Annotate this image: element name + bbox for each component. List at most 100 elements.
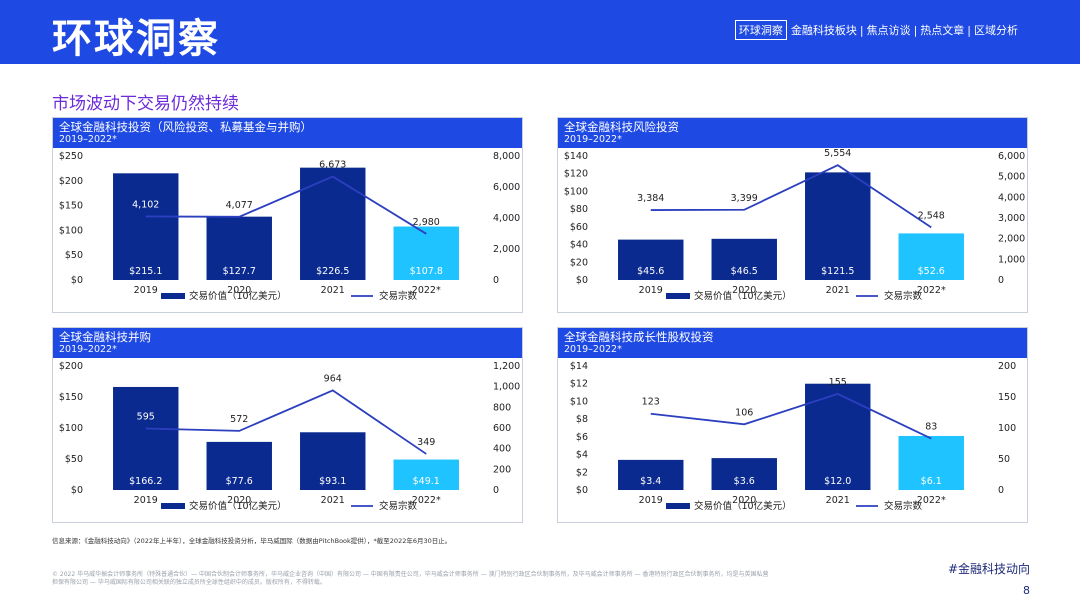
line-deal-count — [650, 164, 932, 229]
y2-tick-label: 6,000 — [493, 182, 520, 193]
bar-value-label: $77.6 — [226, 476, 253, 487]
legend-line-label: 交易宗数 — [884, 290, 923, 302]
bar-value-label: $6.1 — [921, 476, 942, 487]
line-point-label: 5,554 — [824, 148, 851, 159]
bar-value-label: $93.1 — [319, 476, 346, 487]
y2-tick-label: 0 — [998, 485, 1004, 496]
nav-item-fintech[interactable]: 金融科技板块 — [790, 24, 857, 37]
y2-tick-label: 4,000 — [998, 192, 1025, 203]
y2-tick-label: 1,200 — [493, 361, 520, 372]
x-tick-label: 2022* — [412, 495, 441, 506]
bar-value-label: $127.7 — [223, 266, 256, 277]
chart-panel-total-investment: 全球金融科技投资（风险投资、私募基金与并购） 2019–2022* $0 $50 $… — [52, 117, 523, 313]
line-point-label: 964 — [324, 373, 342, 384]
chart-header: 全球金融科技风险投资 2019–2022* — [558, 118, 1027, 148]
chart-panel-venture-capital: 全球金融科技风险投资 2019–2022* $0 $20 $40 $60 $80 $100… — [557, 117, 1028, 313]
y-tick-label: $10 — [570, 396, 588, 407]
line-point-label: 4,102 — [132, 199, 159, 210]
bar-value-label: $215.1 — [129, 266, 162, 277]
legend-line-label: 交易宗数 — [379, 290, 418, 302]
bar-2019 — [113, 173, 179, 280]
legend-bar-label: 交易价值（10亿美元） — [189, 290, 287, 302]
x-tick-label: 2022* — [412, 285, 441, 296]
source-note: 信息来源：《金融科技动向》（2022年上半年），全球金融科技投资分析，毕马威国际… — [52, 537, 452, 545]
line-point-label: 595 — [137, 412, 155, 423]
y-tick-label: $120 — [564, 169, 588, 180]
x-tick-label: 2019 — [639, 495, 663, 506]
y2-tick-label: 6,000 — [998, 151, 1025, 162]
hashtag[interactable]: #金融科技动向 — [947, 562, 1030, 576]
y2-tick-label: 5,000 — [998, 172, 1025, 183]
y-tick-label: $8 — [576, 414, 588, 425]
x-tick-label: 2021 — [826, 495, 850, 506]
bar-value-label: $166.2 — [129, 476, 162, 487]
y-tick-label: $100 — [59, 225, 83, 236]
y-tick-label: $50 — [65, 250, 83, 261]
y2-tick-label: 400 — [493, 444, 511, 455]
x-tick-label: 2020 — [227, 285, 251, 296]
line-point-label: 2,980 — [413, 217, 440, 228]
x-tick-label: 2021 — [321, 285, 345, 296]
y2-tick-label: 2,000 — [998, 234, 1025, 245]
bar-value-label: $45.6 — [637, 266, 664, 277]
y2-tick-label: 50 — [998, 454, 1010, 465]
legend-bar-label: 交易价值（10亿美元） — [694, 290, 792, 302]
y2-tick-label: 800 — [493, 402, 511, 413]
y-tick-label: $6 — [576, 432, 588, 443]
y-tick-label: $40 — [570, 240, 588, 251]
legend-bar-swatch — [161, 503, 185, 509]
y2-tick-label: 1,000 — [493, 382, 520, 393]
chart-growth-equity: $0 $2 $4 $6 $8 $10 $12 $14 0 50 100 150 200 $3.4 2019 $… — [570, 361, 1016, 512]
y2-tick-label: 200 — [493, 464, 511, 475]
line-point-label: 2,548 — [918, 210, 945, 221]
y2-tick-label: 2,000 — [493, 244, 520, 255]
bar-value-label: $12.0 — [824, 476, 851, 487]
y-tick-label: $0 — [576, 485, 588, 496]
line-point-label: 155 — [829, 377, 847, 388]
y2-tick-label: 0 — [493, 275, 499, 286]
y-tick-label: $0 — [576, 275, 588, 286]
bar-2021 — [300, 167, 366, 280]
y-tick-label: $4 — [576, 450, 588, 461]
chart-header: 全球金融科技并购 2019–2022* — [53, 328, 522, 358]
bar-2022* — [393, 459, 459, 490]
nav-item-regional[interactable]: 区域分析 — [974, 24, 1018, 37]
line-point-label: 572 — [230, 414, 248, 425]
bar-2020 — [206, 441, 272, 490]
y-tick-label: $2 — [576, 467, 588, 478]
legend-line-label: 交易宗数 — [884, 500, 923, 512]
legend-bar-swatch — [161, 293, 185, 299]
bar-2021 — [805, 383, 871, 490]
page-title: 环球洞察 — [52, 16, 220, 62]
bar-value-label: $107.8 — [410, 266, 443, 277]
bar-value-label: $49.1 — [413, 476, 440, 487]
y-tick-label: $60 — [570, 222, 588, 233]
chart-subtitle: 2019–2022* — [564, 134, 622, 145]
x-tick-label: 2019 — [134, 285, 158, 296]
line-point-label: 6,673 — [319, 160, 346, 171]
bar-value-label: $226.5 — [316, 266, 349, 277]
y2-tick-label: 4,000 — [493, 213, 520, 224]
line-deal-count — [650, 392, 932, 440]
nav-item-global-insight[interactable]: 环球洞察 — [734, 20, 787, 40]
section-subtitle: 市场波动下交易仍然持续 — [52, 94, 239, 114]
y-tick-label: $20 — [570, 257, 588, 268]
nav-item-interviews[interactable]: 焦点访谈 — [866, 24, 911, 37]
y-tick-label: $200 — [59, 176, 83, 187]
x-tick-label: 2019 — [134, 495, 158, 506]
chart-m-and-a: $0 $50 $100 $150 $200 0 200 400 600 800 1,000 1,200… — [59, 361, 520, 512]
bar-2021 — [805, 172, 871, 280]
line-point-label: 83 — [925, 422, 937, 433]
y-tick-label: $12 — [570, 379, 588, 390]
x-tick-label: 2019 — [639, 285, 663, 296]
y2-tick-label: 8,000 — [493, 151, 520, 162]
y2-tick-label: 0 — [998, 275, 1004, 286]
nav-item-hot-articles[interactable]: 热点文章 — [920, 24, 965, 37]
y-tick-label: $0 — [71, 485, 83, 496]
bar-value-label: $52.6 — [918, 266, 945, 277]
chart-subtitle: 2019–2022* — [59, 134, 117, 145]
line-deal-count — [145, 389, 427, 455]
chart-header: 全球金融科技投资（风险投资、私募基金与并购） 2019–2022* — [53, 118, 522, 148]
legend-line-label: 交易宗数 — [379, 500, 418, 512]
y2-tick-label: 200 — [998, 361, 1016, 372]
